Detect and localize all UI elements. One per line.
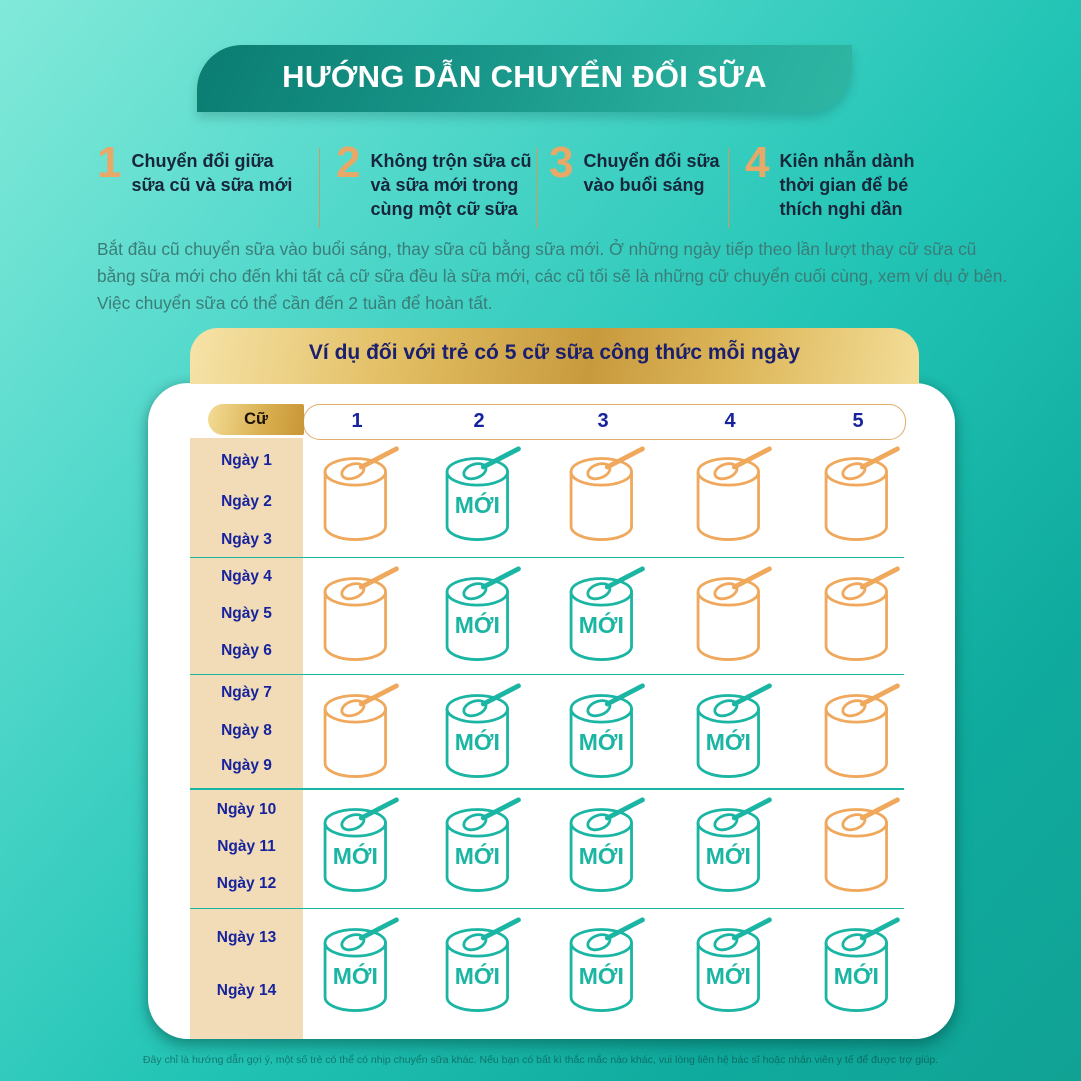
svg-text:MỚI: MỚI — [706, 729, 751, 755]
svg-text:MỚI: MỚI — [455, 843, 500, 869]
svg-text:MỚI: MỚI — [834, 963, 879, 989]
svg-text:MỚI: MỚI — [706, 963, 751, 989]
svg-text:MỚI: MỚI — [579, 963, 624, 989]
svg-text:MỚI: MỚI — [579, 729, 624, 755]
svg-text:MỚI: MỚI — [455, 492, 500, 518]
svg-text:MỚI: MỚI — [333, 843, 378, 869]
svg-text:MỚI: MỚI — [455, 963, 500, 989]
svg-text:MỚI: MỚI — [706, 843, 751, 869]
svg-text:MỚI: MỚI — [455, 729, 500, 755]
svg-text:MỚI: MỚI — [579, 843, 624, 869]
svg-text:MỚI: MỚI — [579, 612, 624, 638]
svg-text:MỚI: MỚI — [333, 963, 378, 989]
svg-text:MỚI: MỚI — [455, 612, 500, 638]
